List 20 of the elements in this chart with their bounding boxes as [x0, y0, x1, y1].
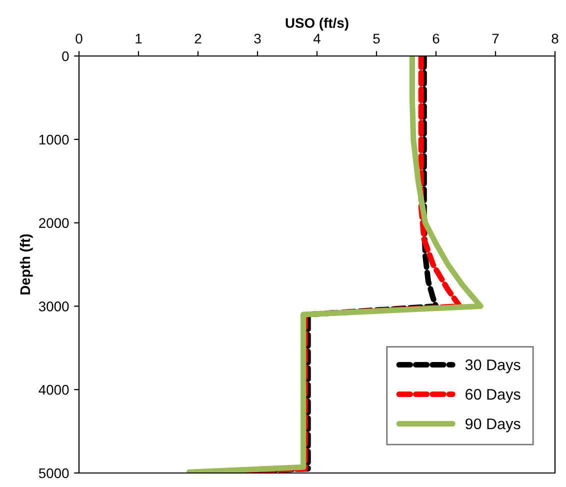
y-tick-label: 0 — [62, 51, 69, 62]
x-tick-label: 6 — [432, 34, 440, 44]
x-tick-label: 1 — [136, 34, 142, 44]
x-tick-label: 3 — [254, 34, 261, 44]
x-tick-label: 5 — [373, 34, 380, 44]
legend-label: 60 Days — [466, 388, 520, 403]
legend-label: 30 Days — [465, 359, 520, 374]
y-tick-label: 4000 — [38, 384, 69, 395]
x-axis-title: USO (ft/s) — [286, 18, 348, 31]
x-tick-label: 8 — [552, 34, 558, 44]
x-tick-label: 7 — [492, 34, 499, 44]
y-tick-label: 1000 — [39, 134, 69, 145]
y-tick-label: 5000 — [38, 468, 69, 478]
x-tick-label: 2 — [194, 34, 202, 44]
y-tick-label: 3000 — [38, 302, 69, 312]
x-tick-label: 0 — [76, 34, 82, 44]
legend-label: 90 Days — [466, 418, 520, 432]
y-tick-label: 2000 — [39, 218, 69, 228]
y-axis-title: Depth (ft) — [20, 234, 33, 294]
x-tick-label: 4 — [313, 34, 320, 44]
